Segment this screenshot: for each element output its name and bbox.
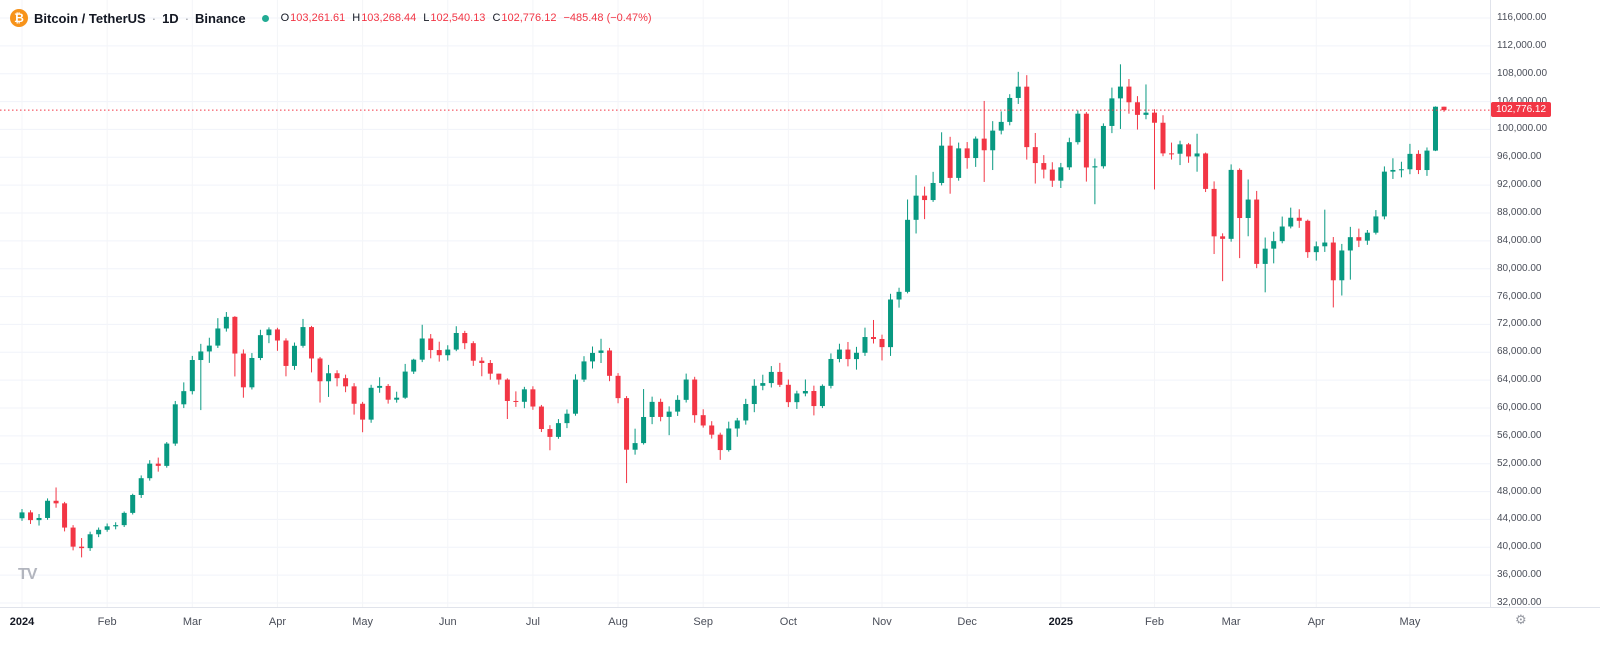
time-axis-label: Nov xyxy=(872,616,892,628)
symbol-title[interactable]: Bitcoin / TetherUS xyxy=(34,10,146,26)
price-axis-label: 60,000.00 xyxy=(1497,402,1542,413)
time-axis-label: Apr xyxy=(1307,616,1325,628)
price-axis-label: 116,000.00 xyxy=(1497,12,1547,23)
price-axis-label: 84,000.00 xyxy=(1497,234,1542,246)
candlestick-series xyxy=(19,64,1447,558)
symbol-header: ₿ Bitcoin / TetherUS · 1D · Binance O 103… xyxy=(10,9,652,27)
time-axis-label: Apr xyxy=(268,616,286,628)
high-label: H xyxy=(352,12,361,24)
time-axis-label: Oct xyxy=(779,616,797,628)
price-axis-label: 96,000.00 xyxy=(1497,151,1542,163)
price-axis-label: 88,000.00 xyxy=(1497,207,1542,218)
last-price-badge: 102,776.12 xyxy=(1491,102,1552,118)
price-axis-label: 36,000.00 xyxy=(1497,569,1542,581)
open-label: O xyxy=(280,12,290,24)
price-axis-label: 52,000.00 xyxy=(1497,457,1542,469)
time-axis-label: Jun xyxy=(438,616,457,628)
close-label: C xyxy=(492,12,501,24)
time-axis-label: Sep xyxy=(693,616,713,628)
change-value: −485.48 (−0.47%) xyxy=(563,12,652,24)
price-axis-label: 92,000.00 xyxy=(1497,179,1542,191)
time-axis-label: Mar xyxy=(182,616,202,628)
grid-lines xyxy=(0,0,1490,607)
price-axis-label: 44,000.00 xyxy=(1497,513,1542,525)
time-axis-label: Jul xyxy=(525,616,540,628)
settings-gear-icon[interactable]: ⚙ xyxy=(1515,612,1527,627)
time-axis-separator xyxy=(0,607,1600,608)
price-axis-label: 56,000.00 xyxy=(1497,429,1542,441)
time-axis-label: 2024 xyxy=(9,616,35,628)
interval-label[interactable]: 1D xyxy=(162,10,179,26)
price-axis-label: 64,000.00 xyxy=(1497,374,1542,386)
price-axis-label: 104,000.00 xyxy=(1497,95,1548,107)
bitcoin-logo-icon: ₿ xyxy=(10,9,28,27)
price-axis-label: 108,000.00 xyxy=(1497,67,1548,79)
tradingview-logo-icon[interactable]: TV xyxy=(18,566,37,583)
price-axis-label: 32,000.00 xyxy=(1497,597,1542,608)
separator: · xyxy=(151,10,157,26)
time-axis-label: Feb xyxy=(97,616,117,628)
time-axis-label: May xyxy=(1399,616,1421,628)
price-axis[interactable]: 116,000.00 112,000.00 108,000.00 104,000.00… xyxy=(1491,0,1600,608)
low-value: 102,540.13 xyxy=(430,12,486,24)
time-axis-label: May xyxy=(352,616,373,628)
price-axis-label: 76,000.00 xyxy=(1497,290,1542,302)
close-value: 102,776.12 xyxy=(501,12,557,24)
time-axis-label: Feb xyxy=(1145,616,1164,628)
open-value: 103,261.61 xyxy=(290,12,346,24)
time-axis-label: 2025 xyxy=(1048,616,1074,628)
low-label: L xyxy=(423,12,430,24)
price-axis-separator xyxy=(1490,0,1491,607)
price-axis-label: 100,000.00 xyxy=(1497,123,1548,135)
separator: · xyxy=(184,10,190,26)
price-axis-label: 48,000.00 xyxy=(1497,485,1542,497)
market-status-icon xyxy=(261,14,269,22)
time-axis-label: Mar xyxy=(1221,616,1241,628)
price-axis-label: 80,000.00 xyxy=(1497,262,1542,274)
bitcoin-glyph: ₿ xyxy=(14,11,24,25)
exchange-label[interactable]: Binance xyxy=(195,10,246,26)
price-axis-label: 112,000.00 xyxy=(1497,39,1547,51)
time-axis-label: Dec xyxy=(957,616,977,628)
price-axis-label: 68,000.00 xyxy=(1497,346,1542,358)
time-axis[interactable]: 2024 Feb Mar Apr May Jun Jul Aug Sep Oct Nov Dec 202… xyxy=(0,608,1600,647)
time-axis-label: Aug xyxy=(608,616,628,628)
price-axis-label: 72,000.00 xyxy=(1497,318,1542,330)
price-axis-label: 40,000.00 xyxy=(1497,541,1542,553)
high-value: 103,268.44 xyxy=(361,12,417,24)
ohlc-values: O 103,261.61 H 103,268.44 L 102,540.13 C 102… xyxy=(277,12,652,24)
